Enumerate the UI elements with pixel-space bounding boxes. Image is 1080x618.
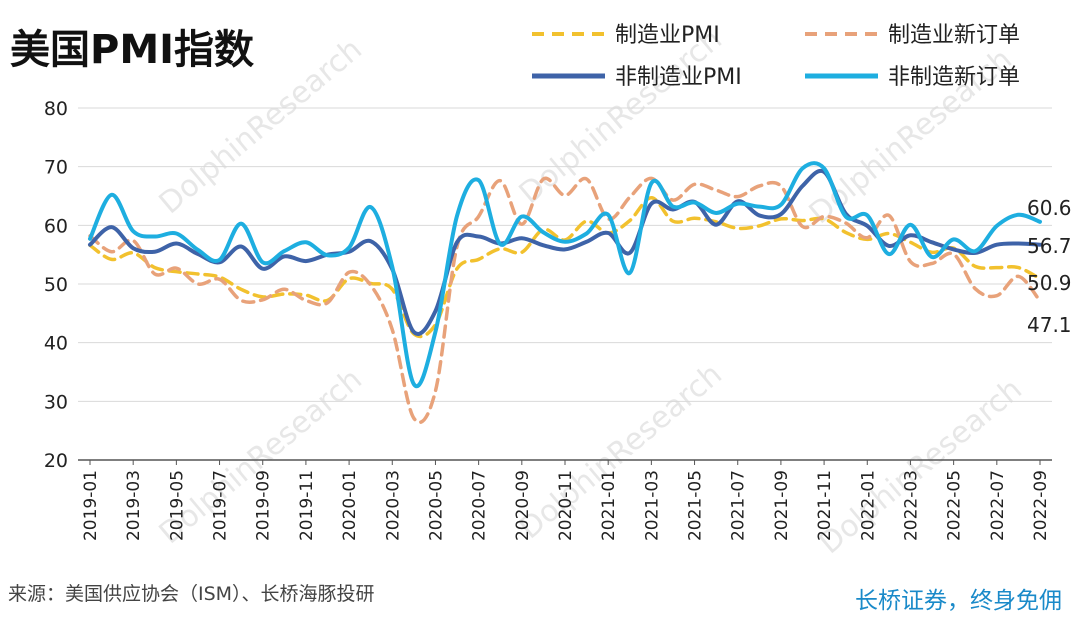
series-line-nonmanufacturing-new-orders (88, 161, 1042, 389)
x-tick-label: 2020-01 (340, 470, 360, 541)
x-tick-label: 2022-07 (988, 470, 1008, 541)
legend-label-nonmanufacturing-pmi: 非制造业PMI (615, 65, 742, 90)
series-line-manufacturing-new-orders (88, 176, 1042, 425)
x-tick-label: 2019-05 (167, 470, 187, 541)
x-tick-label: 2022-05 (945, 470, 965, 541)
y-tick-label: 70 (44, 157, 68, 179)
x-tick-label: 2020-05 (426, 470, 446, 541)
x-tick-label: 2021-11 (815, 470, 835, 541)
x-tick-label: 2021-01 (599, 470, 619, 541)
watermark-layer: DolphinResearch DolphinResearch DolphinR… (153, 22, 1029, 561)
x-tick-label: 2020-09 (513, 470, 533, 541)
y-axis-ticks: 20 30 40 50 60 70 80 (44, 98, 68, 472)
legend-label-manufacturing-new-orders: 制造业新订单 (888, 23, 1020, 48)
x-tick-label: 2022-01 (858, 470, 878, 541)
x-axis-ticks: 2019-01 2019-03 2019-05 2019-07 2019-09 2019-… (81, 460, 1051, 541)
source-note: 来源：美国供应协会（ISM）、长桥海豚投研 (8, 583, 375, 605)
x-tick-label: 2019-03 (124, 470, 144, 541)
y-tick-label: 50 (44, 274, 68, 296)
x-tick-label: 2020-07 (470, 470, 490, 541)
legend-label-manufacturing-pmi: 制造业PMI (615, 23, 720, 48)
x-tick-label: 2021-05 (686, 470, 706, 541)
x-tick-label: 2021-03 (642, 470, 662, 541)
x-tick-label: 2019-01 (81, 470, 101, 541)
x-tick-label: 2019-07 (211, 470, 231, 541)
end-label-manufacturing-new-orders: 47.1 (1027, 313, 1072, 337)
end-value-labels: 60.6 56.7 50.9 47.1 (1027, 196, 1072, 337)
x-tick-label: 2019-11 (297, 470, 317, 541)
end-label-nonmanufacturing-pmi: 56.7 (1027, 234, 1072, 258)
chart-title: 美国PMI指数 (10, 27, 254, 73)
end-label-manufacturing-pmi: 50.9 (1027, 271, 1072, 295)
x-tick-label: 2020-03 (383, 470, 403, 541)
x-tick-label: 2019-09 (254, 470, 274, 541)
gridlines (78, 107, 1052, 402)
series-lines (88, 161, 1042, 425)
x-tick-label: 2021-09 (772, 470, 792, 541)
x-tick-label: 2020-11 (556, 470, 576, 541)
legend-label-nonmanufacturing-new-orders: 非制造新订单 (888, 65, 1020, 90)
legend: 制造业PMI 制造业新订单 非制造业PMI 非制造新订单 (532, 23, 1020, 90)
end-label-nonmanufacturing-new-orders: 60.6 (1027, 196, 1072, 220)
brand-slogan: 长桥证券，终身免佣 (855, 588, 1062, 614)
series-line-manufacturing-pmi (88, 196, 1042, 339)
y-tick-label: 30 (44, 391, 68, 413)
x-tick-label: 2022-09 (1031, 470, 1051, 541)
y-tick-label: 60 (44, 215, 68, 237)
y-tick-label: 40 (44, 333, 68, 355)
y-tick-label: 80 (44, 98, 68, 120)
series-line-nonmanufacturing-pmi (88, 168, 1042, 336)
x-tick-label: 2022-03 (901, 470, 921, 541)
x-tick-label: 2021-07 (729, 470, 749, 541)
y-tick-label: 20 (44, 450, 68, 472)
